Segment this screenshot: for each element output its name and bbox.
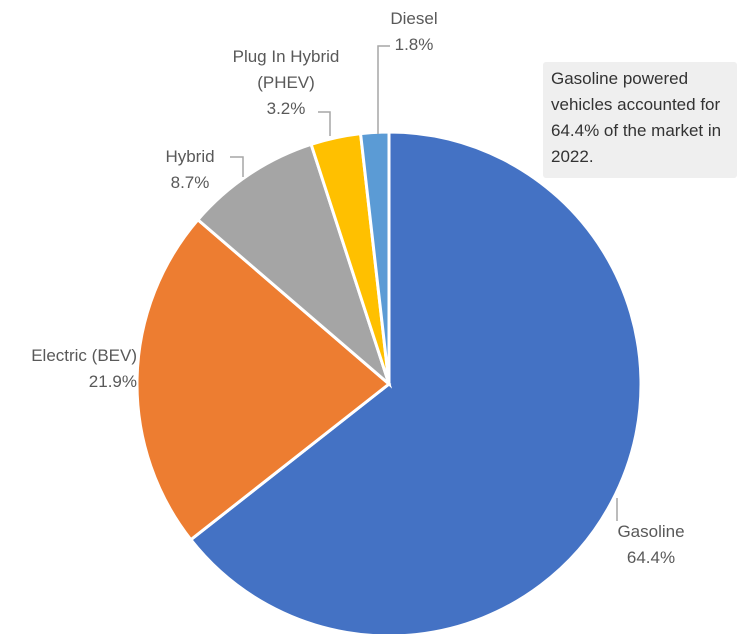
category-label: Electric (BEV) bbox=[31, 346, 137, 365]
value-label: 64.4% bbox=[626, 548, 676, 567]
category-label: Diesel bbox=[390, 9, 438, 28]
pie-slice bbox=[195, 142, 393, 389]
pie-slice bbox=[135, 217, 392, 542]
pie-slice bbox=[188, 130, 643, 634]
annotation: Gasoline powered vehicles accounted for … bbox=[543, 62, 737, 178]
slice-label: Diesel 1.8% bbox=[384, 6, 444, 58]
value-label: 3.2% bbox=[266, 99, 306, 118]
slice-label: Gasoline 64.4% bbox=[591, 519, 711, 571]
category-label: Plug In Hybrid (PHEV) bbox=[232, 47, 340, 92]
leader-line bbox=[230, 156, 244, 177]
leader-line bbox=[318, 111, 331, 136]
category-label: Gasoline bbox=[617, 522, 685, 541]
value-label: 8.7% bbox=[170, 173, 210, 192]
value-label: 21.9% bbox=[88, 372, 137, 391]
value-label: 1.8% bbox=[394, 35, 434, 54]
pie-slice bbox=[358, 130, 391, 385]
slice-label: Plug In Hybrid (PHEV) 3.2% bbox=[206, 44, 366, 122]
slice-label: Hybrid 8.7% bbox=[150, 144, 230, 196]
category-label: Hybrid bbox=[165, 147, 215, 166]
slice-label: Electric (BEV) 21.9% bbox=[0, 343, 137, 395]
leader-line bbox=[377, 45, 390, 134]
